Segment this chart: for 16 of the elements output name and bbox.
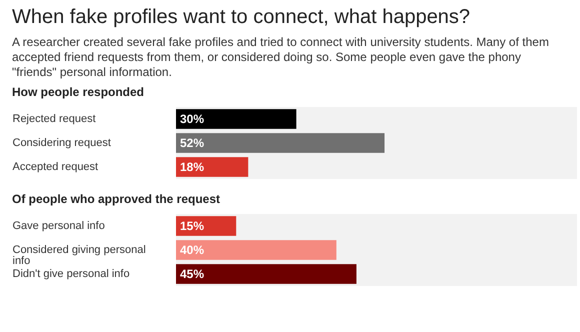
y-tick-label: Gave personal info xyxy=(12,220,105,232)
chart-title: When fake profiles want to connect, what happens? xyxy=(12,6,472,29)
data-label: 40% xyxy=(180,243,204,257)
y-tick-label: Considering request xyxy=(12,137,111,149)
data-label: 30% xyxy=(180,112,204,126)
data-label: 15% xyxy=(180,219,204,233)
y-tick-label: Considered giving personal info xyxy=(12,244,146,267)
data-label: 52% xyxy=(180,136,204,150)
chart-subtitle: A researcher created several fake profiles and tried to connect with university students. Many of them accepted friend requests from them, or considered doing so. Some people even gave the phony "friends" personal information. xyxy=(12,35,550,80)
data-label: 45% xyxy=(180,267,204,281)
data-label: 18% xyxy=(180,160,204,174)
chart-title: Of people who approved the request xyxy=(12,192,220,206)
y-tick-label: Didn't give personal info xyxy=(12,268,130,280)
text: How people responded xyxy=(12,85,144,99)
y-tick-label: Rejected request xyxy=(12,113,96,125)
y-tick-label: Accepted request xyxy=(12,161,98,173)
